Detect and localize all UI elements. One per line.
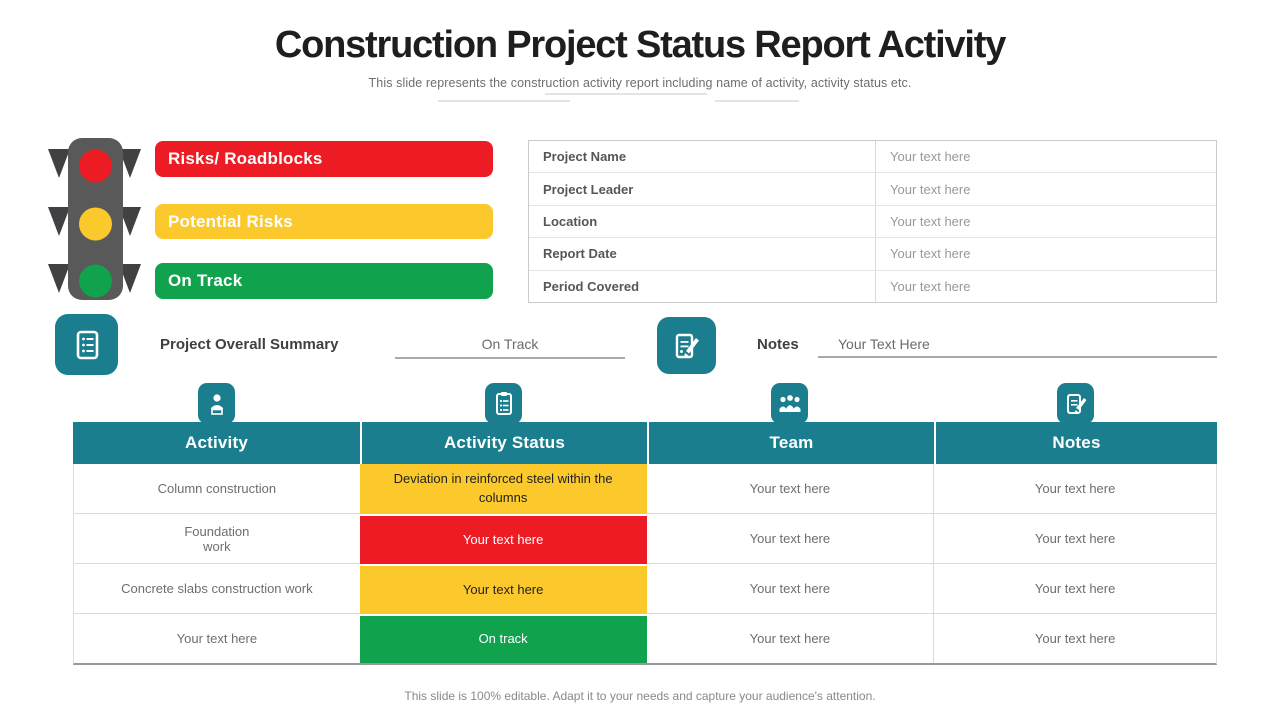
legend-label: Potential Risks [168,211,293,231]
subtitle-underline [438,100,570,102]
summary-underline [395,357,625,359]
clipboard-icon [485,383,522,424]
info-row: Project Name Your text here [529,141,1216,174]
notes-underline [818,356,1217,358]
table-row: Column construction Deviation in reinfor… [74,464,1216,514]
slide-footer: This slide is 100% editable. Adapt it to… [404,689,876,703]
status-cell: Your text here [359,514,647,564]
notes-cell: Your text here [933,514,1216,564]
team-cell: Your text here [646,464,934,514]
activity-table-body: Column construction Deviation in reinfor… [73,464,1217,665]
table-row: Foundation work Your text here Your text… [74,514,1216,564]
info-value: Your text here [890,149,971,165]
notes-cell: Your text here [933,464,1216,514]
info-value: Your text here [890,214,971,230]
info-value: Your text here [890,278,971,294]
status-cell: Deviation in reinforced steel within the… [359,464,647,514]
legend-item-risks: Risks/ Roadblocks [155,141,493,177]
summary-value: On Track [481,336,539,352]
note-pencil-icon [1057,383,1094,424]
subtitle-underline [715,100,799,102]
yellow-light [79,207,112,241]
info-row: Location Your text here [529,205,1216,239]
person-icon [198,383,235,424]
activity-cell: Foundation work [74,514,360,564]
note-pencil-icon [657,317,716,374]
info-label: Project Leader [529,173,876,205]
table-row: Concrete slabs construction work Your te… [74,564,1216,614]
team-cell: Your text here [646,564,934,614]
team-cell: Your text here [646,514,934,564]
notes-cell: Your text here [933,564,1216,614]
info-label: Location [529,205,876,238]
summary-label: Project Overall Summary [160,336,339,353]
column-header-team: Team [647,422,934,464]
activity-table-header: Activity Activity Status Team Notes [73,422,1217,464]
notes-cell: Your text here [933,614,1216,663]
status-cell: On track [359,614,647,663]
subtitle-underline [545,93,707,95]
red-light [79,149,112,183]
green-light [79,264,112,298]
legend-label: On Track [168,271,243,290]
page-title: Construction Project Status Report Activ… [274,24,1007,66]
activity-cell: Concrete slabs construction work [74,564,360,614]
activity-cell: Your text here [176,631,258,646]
legend-item-potential-risks: Potential Risks [155,204,493,239]
slide-subtitle: This slide represents the construction a… [368,76,912,90]
info-row: Report Date Your text here [529,238,1216,271]
legend-label: Risks/ Roadblocks [168,149,323,168]
notes-label: Notes [757,336,799,353]
team-icon [771,383,808,424]
column-header-activity: Activity [184,433,248,452]
info-label: Project Name [529,141,876,173]
traffic-light-icon [48,138,141,300]
info-label: Report Date [529,238,876,270]
legend-item-on-track: On Track [155,263,493,299]
info-row: Period Covered Your text here [529,270,1216,303]
column-header-activity-status: Activity Status [360,422,647,464]
column-header-notes: Notes [934,422,1217,464]
notes-value: Your Text Here [838,336,930,352]
activity-cell: Column construction [74,464,360,514]
project-info-table: Project Name Your text here Project Lead… [528,140,1217,303]
report-icon [55,314,118,375]
status-cell: Your text here [359,564,647,614]
table-row: Your text here On track Your text here Y… [74,614,1216,663]
info-row: Project Leader Your text here [529,173,1216,206]
team-cell: Your text here [749,631,831,646]
info-value: Your text here [890,181,971,197]
info-value: Your text here [890,246,971,262]
info-label: Period Covered [529,270,876,303]
